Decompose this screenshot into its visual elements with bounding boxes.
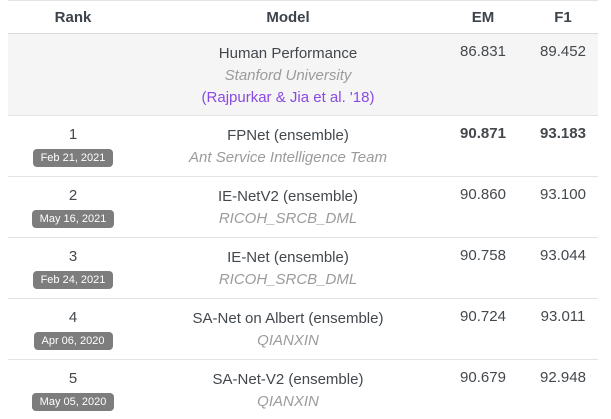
f1-value: 92.948	[528, 359, 598, 419]
em-value: 90.860	[438, 176, 528, 238]
col-header-em: EM	[438, 0, 528, 34]
institution: QIANXIN	[257, 332, 319, 349]
rank-number: 1	[68, 126, 78, 143]
date-badge: Feb 24, 2021	[32, 271, 114, 289]
rank-cell: 5 May 05, 2020	[8, 359, 138, 419]
human-model-cell: Human Performance Stanford University (R…	[138, 33, 438, 116]
human-model-name: Human Performance	[218, 45, 358, 62]
human-f1-value: 89.452	[528, 33, 598, 116]
human-performance-row: Human Performance Stanford University (R…	[8, 33, 598, 116]
f1-value: 93.183	[528, 115, 598, 177]
col-header-model: Model	[138, 0, 438, 34]
em-value: 90.724	[438, 298, 528, 360]
rank-cell: 3 Feb 24, 2021	[8, 237, 138, 299]
model-cell: FPNet (ensemble) Ant Service Intelligenc…	[138, 115, 438, 177]
header-row: Rank Model EM F1	[8, 0, 598, 34]
rank-cell: 1 Feb 21, 2021	[8, 115, 138, 177]
f1-value: 93.011	[528, 298, 598, 360]
human-rank-cell	[8, 33, 138, 116]
human-institution: Stanford University	[224, 67, 352, 84]
date-badge: May 05, 2020	[31, 393, 115, 411]
rank-number: 5	[68, 370, 78, 387]
em-value: 90.871	[438, 115, 528, 177]
col-header-f1: F1	[528, 0, 598, 34]
model-cell: IE-NetV2 (ensemble) RICOH_SRCB_DML	[138, 176, 438, 238]
table-row: 5 May 05, 2020 SA-Net-V2 (ensemble) QIAN…	[8, 359, 598, 419]
human-em-value: 86.831	[438, 33, 528, 116]
model-name: IE-Net (ensemble)	[227, 249, 349, 266]
rank-cell: 4 Apr 06, 2020	[8, 298, 138, 360]
table-row: 4 Apr 06, 2020 SA-Net on Albert (ensembl…	[8, 298, 598, 360]
em-value: 90.758	[438, 237, 528, 299]
institution: Ant Service Intelligence Team	[189, 149, 387, 166]
institution: QIANXIN	[257, 393, 319, 410]
leaderboard-table: Rank Model EM F1 Human Performance Stanf…	[8, 0, 598, 419]
date-badge: Feb 21, 2021	[32, 149, 114, 167]
model-cell: SA-Net-V2 (ensemble) QIANXIN	[138, 359, 438, 419]
rank-number: 4	[68, 309, 78, 326]
table-row: 1 Feb 21, 2021 FPNet (ensemble) Ant Serv…	[8, 115, 598, 177]
rank-number: 2	[68, 187, 78, 204]
model-name: FPNet (ensemble)	[227, 127, 349, 144]
rank-cell: 2 May 16, 2021	[8, 176, 138, 238]
date-badge: May 16, 2021	[31, 210, 115, 228]
model-cell: IE-Net (ensemble) RICOH_SRCB_DML	[138, 237, 438, 299]
model-cell: SA-Net on Albert (ensemble) QIANXIN	[138, 298, 438, 360]
f1-value: 93.100	[528, 176, 598, 238]
model-name: SA-Net on Albert (ensemble)	[192, 310, 384, 327]
em-value: 90.679	[438, 359, 528, 419]
rank-number: 3	[68, 248, 78, 265]
table-row: 3 Feb 24, 2021 IE-Net (ensemble) RICOH_S…	[8, 237, 598, 299]
leaderboard-body: Human Performance Stanford University (R…	[8, 33, 598, 419]
model-name: IE-NetV2 (ensemble)	[217, 188, 359, 205]
institution: RICOH_SRCB_DML	[218, 210, 358, 227]
citation-link[interactable]: (Rajpurkar & Jia et al. '18)	[201, 89, 375, 106]
model-name: SA-Net-V2 (ensemble)	[212, 371, 364, 388]
table-row: 2 May 16, 2021 IE-NetV2 (ensemble) RICOH…	[8, 176, 598, 238]
col-header-rank: Rank	[8, 0, 138, 34]
date-badge: Apr 06, 2020	[33, 332, 113, 350]
institution: RICOH_SRCB_DML	[218, 271, 358, 288]
f1-value: 93.044	[528, 237, 598, 299]
